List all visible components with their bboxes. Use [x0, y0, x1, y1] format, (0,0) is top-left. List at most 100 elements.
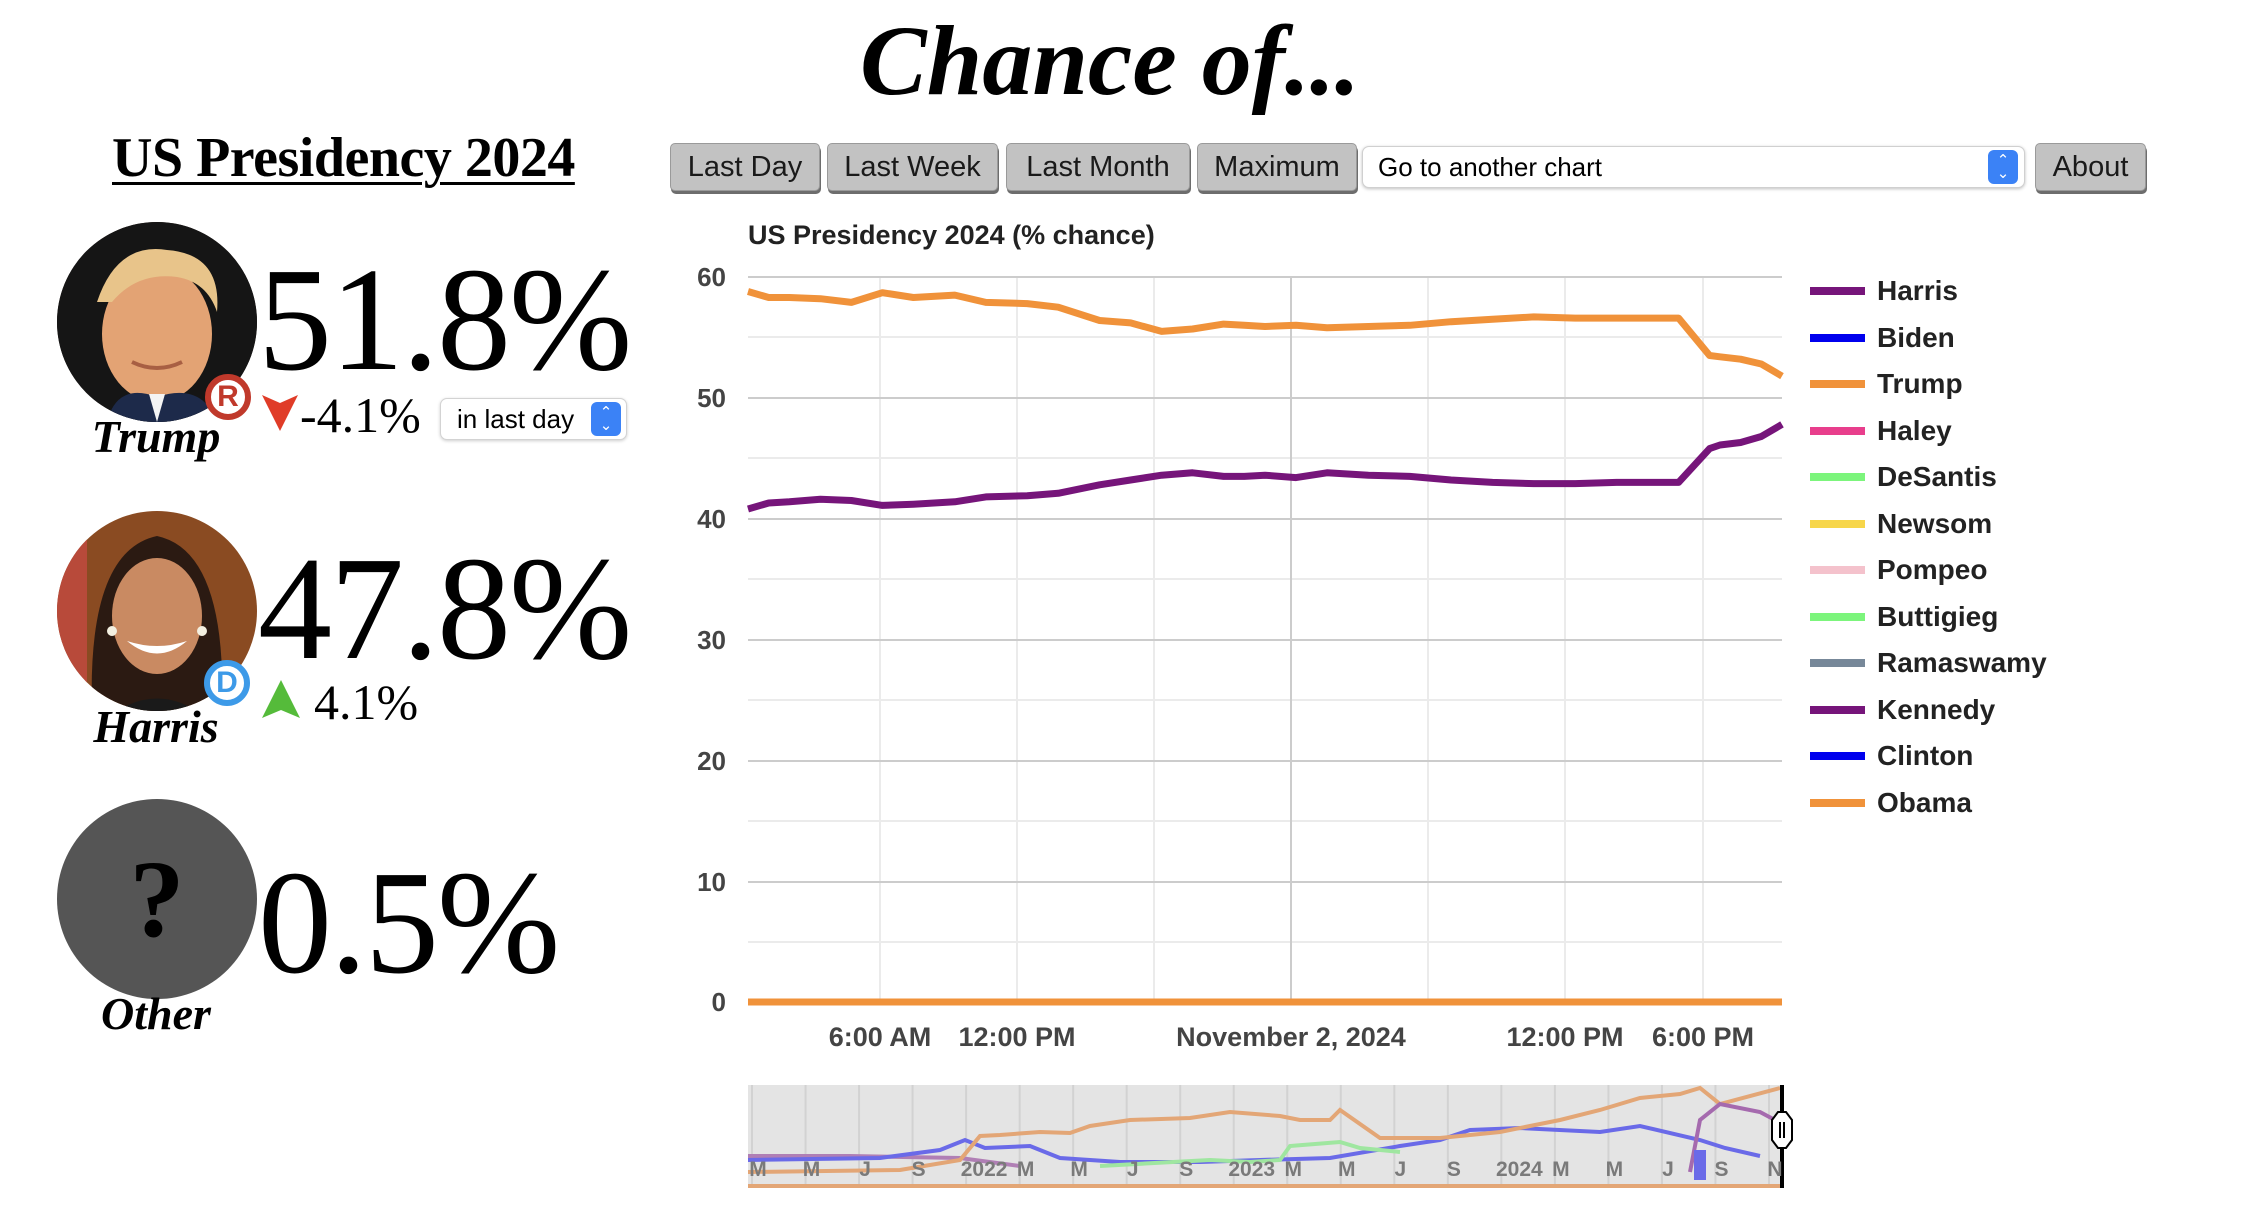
- legend-item-desantis[interactable]: DeSantis: [1810, 459, 1997, 495]
- svg-text:M: M: [1338, 1158, 1356, 1181]
- navigator-handle[interactable]: [1771, 1111, 1793, 1149]
- svg-text:M: M: [749, 1158, 767, 1181]
- svg-text:S: S: [1179, 1158, 1193, 1181]
- about-button[interactable]: About: [2035, 143, 2146, 191]
- svg-text:S: S: [1447, 1158, 1461, 1181]
- legend-swatch-icon: [1810, 426, 1865, 435]
- svg-text:2022: 2022: [961, 1158, 1008, 1181]
- last-day-button[interactable]: Last Day: [670, 143, 820, 191]
- select-stepper-icon: ⌃ ⌄: [1988, 150, 2018, 184]
- y-tick-0: 0: [711, 987, 726, 1017]
- chart-select[interactable]: Go to another chart ⌃ ⌄: [1362, 146, 2025, 188]
- legend-swatch-icon: [1810, 287, 1865, 295]
- x-tick: 12:00 PM: [958, 1022, 1076, 1052]
- svg-text:2023: 2023: [1228, 1158, 1275, 1181]
- legend-label: Ramaswamy: [1877, 647, 2047, 678]
- legend-label: DeSantis: [1877, 461, 1997, 492]
- series-line-harris: [747, 421, 1784, 513]
- legend-swatch-icon: [1810, 612, 1865, 621]
- legend-label: Pompeo: [1877, 554, 1988, 585]
- legend-label: Clinton: [1877, 740, 1974, 771]
- svg-text:J: J: [1394, 1158, 1406, 1181]
- legend-label: Newsom: [1877, 507, 1993, 539]
- other-avatar: ?: [57, 799, 257, 999]
- svg-text:J: J: [1662, 1158, 1674, 1181]
- maximum-button[interactable]: Maximum: [1197, 143, 1357, 191]
- legend-label: Biden: [1877, 321, 1955, 353]
- svg-text:S: S: [912, 1158, 926, 1181]
- legend-item-obama[interactable]: Obama: [1810, 785, 1972, 821]
- up-arrow-icon: [262, 680, 300, 718]
- harris-portrait-icon: [57, 511, 257, 711]
- legend-item-haley[interactable]: Haley: [1810, 413, 1952, 449]
- svg-text:J: J: [1127, 1158, 1139, 1181]
- trump-name: Trump: [91, 411, 221, 462]
- svg-text:M: M: [1552, 1158, 1570, 1181]
- svg-text:M: M: [1285, 1158, 1303, 1181]
- legend-swatch-icon: [1810, 380, 1865, 388]
- period-select[interactable]: in last day ⌃ ⌄: [440, 398, 627, 440]
- trump-percentage: 51.8%: [258, 238, 632, 402]
- page-title: Chance of...: [860, 5, 1360, 116]
- last-month-button[interactable]: Last Month: [1006, 143, 1190, 191]
- y-tick-50: 50: [697, 383, 726, 413]
- legend-swatch-icon: [1810, 566, 1865, 574]
- legend-item-harris[interactable]: Harris: [1810, 273, 1958, 309]
- legend-label: Kennedy: [1877, 693, 1996, 725]
- legend-label: Trump: [1877, 368, 1963, 399]
- y-tick-30: 30: [697, 625, 726, 655]
- svg-text:M: M: [1606, 1158, 1624, 1181]
- legend-item-biden[interactable]: Biden: [1810, 320, 1955, 356]
- svg-text:M: M: [1017, 1158, 1035, 1181]
- legend-item-trump[interactable]: Trump: [1810, 366, 1963, 402]
- harris-name: Harris: [93, 701, 219, 752]
- series-line-trump: [747, 288, 1784, 380]
- y-tick-10: 10: [697, 867, 726, 897]
- last-week-button[interactable]: Last Week: [827, 143, 998, 191]
- democrat-badge-icon: D: [204, 660, 250, 706]
- x-tick: 12:00 PM: [1506, 1022, 1624, 1052]
- legend-item-buttigieg[interactable]: Buttigieg: [1810, 599, 1998, 635]
- chart-title: US Presidency 2024 (% chance): [748, 220, 1155, 250]
- y-tick-60: 60: [697, 262, 726, 292]
- x-tick: 6:00 PM: [1651, 1022, 1755, 1052]
- harris-change: 4.1%: [314, 674, 419, 730]
- trump-change: -4.1%: [300, 387, 421, 443]
- svg-text:M: M: [803, 1158, 821, 1181]
- question-mark-icon: ?: [129, 837, 185, 960]
- trump-portrait-icon: [57, 222, 257, 422]
- legend-swatch-icon: [1810, 473, 1865, 481]
- legend-item-ramaswamy[interactable]: Ramaswamy: [1810, 645, 2047, 681]
- legend-swatch-icon: [1810, 333, 1865, 342]
- svg-text:S: S: [1714, 1158, 1728, 1181]
- legend-item-pompeo[interactable]: Pompeo: [1810, 552, 1987, 588]
- y-tick-40: 40: [697, 504, 726, 534]
- x-tick: November 2, 2024: [1176, 1022, 1406, 1052]
- other-percentage: 0.5%: [258, 841, 560, 1005]
- legend-item-newsom[interactable]: Newsom: [1810, 506, 1992, 542]
- svg-text:2024: 2024: [1496, 1158, 1543, 1181]
- svg-text:N: N: [1767, 1158, 1782, 1181]
- chart-series: [747, 288, 1784, 1006]
- chart-select-value: Go to another chart: [1378, 151, 1603, 182]
- legend-item-clinton[interactable]: Clinton: [1810, 738, 1973, 774]
- svg-text:M: M: [1070, 1158, 1088, 1181]
- select-stepper-icon: ⌃ ⌄: [591, 402, 621, 436]
- legend-swatch-icon: [1810, 519, 1865, 528]
- range-navigator[interactable]: M M J S 2022 M M J S 2023 M M J S 2024 M M J S N: [747, 1085, 1793, 1188]
- legend-item-kennedy[interactable]: Kennedy: [1810, 692, 1995, 728]
- legend-label: Haley: [1877, 414, 1952, 446]
- market-title[interactable]: US Presidency 2024: [112, 127, 575, 189]
- y-tick-20: 20: [697, 746, 726, 776]
- trump-avatar: [57, 222, 257, 422]
- legend-swatch-icon: [1810, 659, 1865, 667]
- legend-label: Obama: [1877, 786, 1972, 818]
- legend-label: Harris: [1877, 275, 1958, 306]
- harris-avatar: [57, 511, 257, 711]
- svg-text:J: J: [859, 1158, 871, 1181]
- down-arrow-icon: [262, 395, 298, 431]
- legend-label: Buttigieg: [1877, 600, 1999, 632]
- legend-swatch-icon: [1810, 705, 1865, 714]
- harris-percentage: 47.8%: [258, 527, 632, 691]
